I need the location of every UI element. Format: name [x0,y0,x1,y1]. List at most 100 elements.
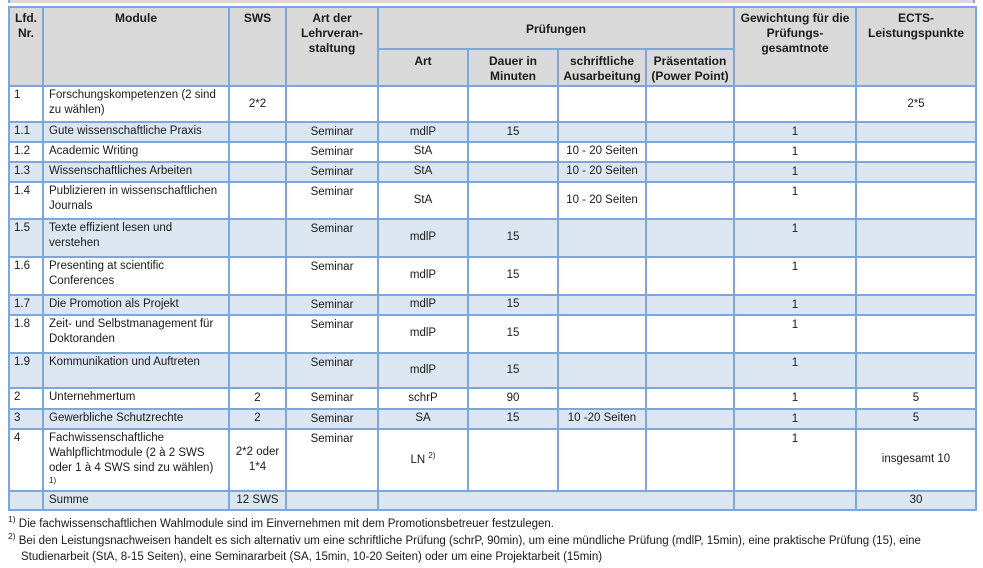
praes-cell [645,217,735,258]
top-edge-strip [8,0,975,3]
module-value: Wissenschaftliches Arbeiten [49,164,193,177]
num-cell [8,489,44,511]
dauer-cell [467,160,559,183]
sws-cell: 2 [228,407,287,430]
sws-cell: 12 SWS [228,489,287,511]
art-value: mdlP [409,269,437,282]
lv-value: Seminar [310,260,354,273]
module-value: Forschungskompetenzen (2 sind zu wählen) [49,89,216,116]
schr-cell [557,121,647,143]
dauer-cell: 15 [467,293,559,316]
header-schriftliche-ausarbeitung: schriftliche Ausarbeitung [557,48,647,87]
num-cell: 1.9 [8,351,44,389]
module-row: 1.3 Wissenschaftliches Arbeiten Seminar StA… [8,160,977,183]
sws-value: 2 [254,412,261,425]
dauer-cell: 15 [467,407,559,430]
sws-value: 2*2 [248,97,267,110]
module-row: 3 Gewerbliche Schutzrechte 2 Seminar SA 15 10 … [8,407,977,430]
num-value: 1.3 [14,164,30,177]
header-row-1: Lfd. Nr. Module SWS Art der Lehrveran-st… [8,6,977,87]
footnote-2-text: Bei den Leistungsnachweisen handelt es s… [18,534,921,563]
module-value: Die Promotion als Projekt [49,297,179,310]
num-value: 1.1 [14,125,30,137]
num-cell: 3 [8,407,44,430]
module-value: Summe [49,493,89,506]
module-value: Kommunikation und Auftreten [49,355,200,368]
art-value: mdlP [409,125,437,138]
praes-cell [645,313,735,354]
ects-cell: insgesamt 10 [855,427,977,492]
num-value: 1.9 [14,355,30,368]
lv-cell: Seminar [285,180,379,220]
gew-cell: 1 [733,180,857,220]
header-pruefungen: Prüfungen [377,6,735,50]
dauer-value: 15 [506,298,520,311]
module-value: Academic Writing [49,144,139,157]
sws-cell [228,140,287,163]
praes-cell [645,427,735,492]
module-cell: Presenting at scientific Conferences [42,255,230,296]
curriculum-table: Lfd. Nr. Module SWS Art der Lehrveran-st… [8,6,977,511]
header-ects: ECTS-Leistungspunkte [855,6,977,87]
gew-cell: 1 [733,407,857,430]
header-row-2: Art Dauer in Minuten schriftliche Ausarb… [9,48,976,87]
module-value: Gute wissenschaftliche Praxis [49,125,202,137]
module-value: Publizieren in wissenschaftlichen Journa… [49,184,218,212]
dauer-value: 15 [506,363,520,376]
ects-cell [855,351,977,389]
ects-cell [855,217,977,258]
schr-cell: 10 - 20 Seiten [557,160,647,183]
lv-cell: Seminar [285,407,379,430]
gew-cell: 1 [733,121,857,143]
module-cell: Gute wissenschaftliche Praxis [42,121,230,143]
gew-value: 1 [791,412,799,425]
gew-cell: 1 [733,217,857,258]
dauer-cell [467,180,559,220]
ects-cell [855,140,977,163]
sws-cell [228,293,287,316]
art-cell [377,489,735,511]
module-row: 1.9 Kommunikation und Auftreten Seminar mdl… [8,351,977,389]
lv-cell: Seminar [285,293,379,316]
schr-cell [557,255,647,296]
art-value: StA [413,165,433,178]
num-value: 1.2 [14,144,30,157]
module-cell: Texte effizient lesen und verstehen [42,217,230,258]
dauer-cell: 15 [467,217,559,258]
module-cell: Kommunikation und Auftreten [42,351,230,389]
art-value: StA [413,193,433,206]
ects-cell: 2*5 [855,85,977,123]
schr-value: 10 - 20 Seiten [566,193,638,206]
praes-cell [645,140,735,163]
module-row: 1.8 Zeit- und Selbstmanagement für Doktor… [8,313,977,354]
ects-value: 2*5 [907,97,925,110]
sws-cell [228,217,287,258]
module-cell: Unternehmertum [42,386,230,410]
ects-value: 5 [912,391,920,404]
lv-cell: Seminar [285,160,379,183]
gew-cell: 1 [733,313,857,354]
num-value: 1.4 [14,184,30,197]
lv-value: Seminar [310,412,354,425]
lv-cell: Seminar [285,351,379,389]
sws-value: 2*2 oder 1*4 [235,445,280,473]
art-cell: StA [377,180,469,220]
module-cell: Academic Writing [42,140,230,163]
gew-cell: 1 [733,386,857,410]
num-value: 1.5 [14,221,30,234]
num-cell: 4 [8,427,44,492]
praes-cell [645,293,735,316]
dauer-value: 15 [506,269,520,282]
schr-cell [557,427,647,492]
schr-cell: 10 - 20 Seiten [557,180,647,220]
header-sws: SWS [228,6,287,87]
lv-cell: Seminar [285,217,379,258]
gew-value: 1 [791,126,799,138]
schr-value: 10 - 20 Seiten [566,165,638,178]
dauer-value: 15 [506,412,520,425]
sws-value: 12 SWS [236,493,279,506]
gew-cell: 1 [733,255,857,296]
module-row: 4 Fachwissenschaftliche Wahlpflichtmodule… [8,427,977,492]
lv-cell [285,85,379,123]
